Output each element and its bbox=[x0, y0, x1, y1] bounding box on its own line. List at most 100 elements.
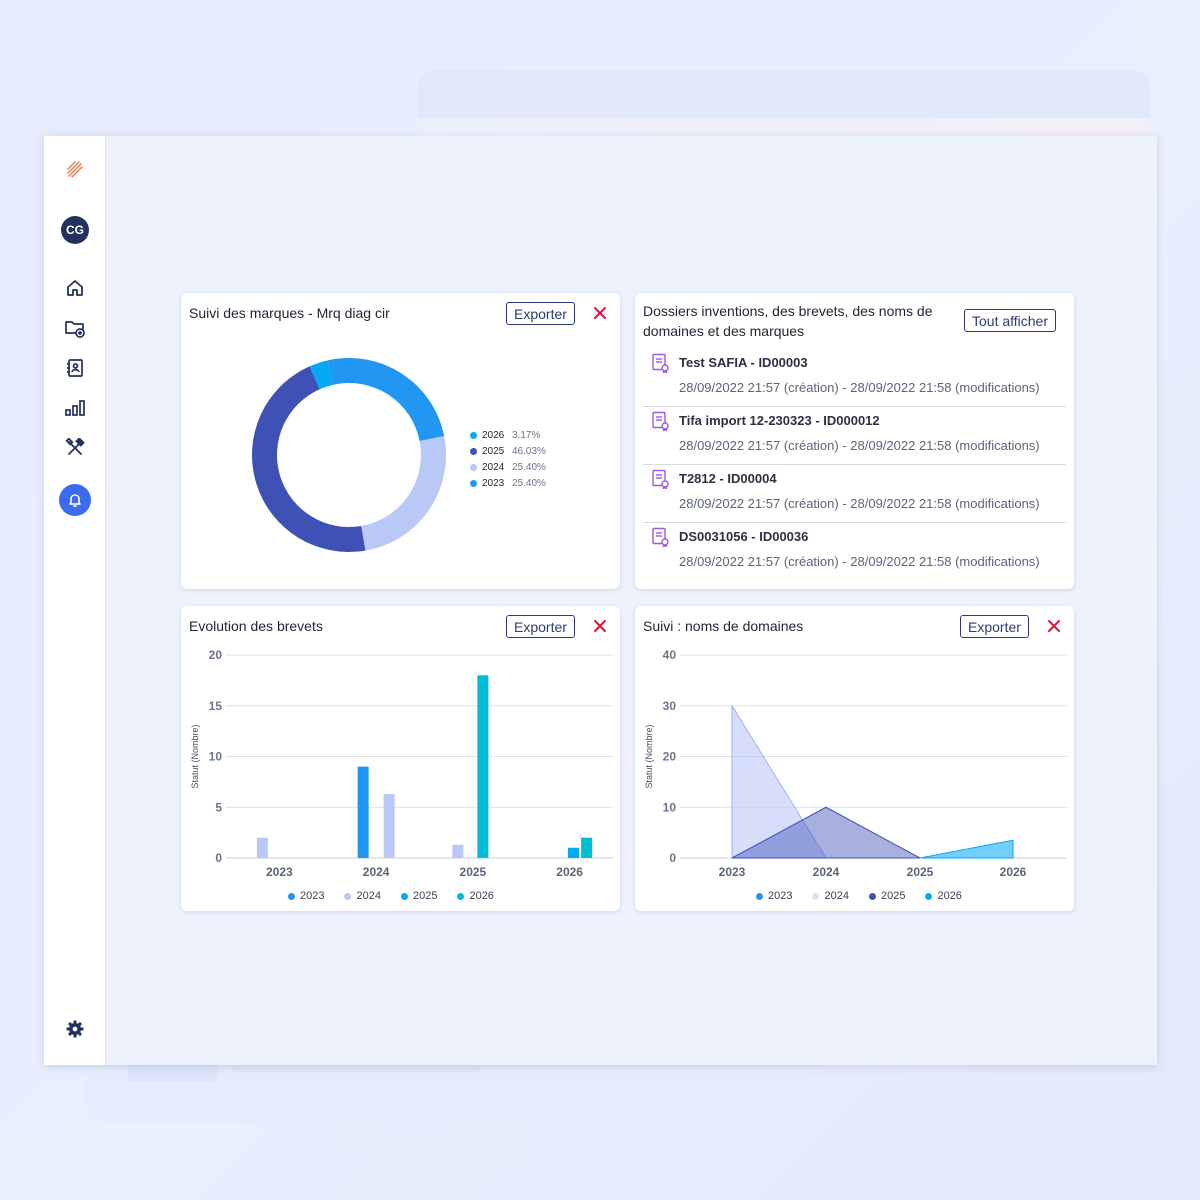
contacts-icon[interactable] bbox=[59, 352, 91, 384]
list-item[interactable]: Tifa import 12-230323 - ID000012 28/09/2… bbox=[643, 407, 1066, 465]
legend-pct: 25.40% bbox=[512, 477, 546, 489]
document-icon bbox=[652, 353, 669, 373]
y-tick-label: 10 bbox=[209, 750, 223, 764]
legend-dot bbox=[925, 892, 933, 900]
card-domaines: Suivi : noms de domaines Exporter 0 10 20 3… bbox=[635, 606, 1074, 911]
legend-item-2025: 2025 bbox=[400, 890, 438, 902]
dossier-name: DS0031056 - ID00036 bbox=[679, 529, 809, 544]
avatar[interactable]: CG bbox=[61, 216, 89, 244]
x-tick-label: 2024 bbox=[813, 865, 840, 879]
legend-item-2023: 2023 25.40% bbox=[470, 475, 546, 491]
legend-item-2024: 2024 25.40% bbox=[470, 459, 546, 475]
legend-year: 2026 bbox=[482, 429, 505, 441]
bar-2024-2023 bbox=[256, 837, 268, 858]
export-button[interactable]: Exporter bbox=[960, 615, 1029, 638]
legend-dot bbox=[470, 447, 477, 455]
bar-2023-2024 bbox=[357, 766, 369, 858]
x-tick-label: 2023 bbox=[266, 865, 293, 879]
card-title: Evolution des brevets bbox=[189, 618, 323, 634]
legend-dot bbox=[400, 892, 408, 900]
legend-item-2025: 2025 bbox=[868, 890, 906, 902]
legend-label: 2023 bbox=[768, 890, 793, 902]
legend-pct: 46.03% bbox=[512, 445, 546, 457]
list-item[interactable]: T2812 - ID00004 28/09/2022 21:57 (créati… bbox=[643, 465, 1066, 523]
show-all-button[interactable]: Tout afficher bbox=[964, 309, 1057, 332]
dossier-date: 28/09/2022 21:57 (création) - 28/09/2022… bbox=[679, 554, 1040, 569]
donut-legend: 2026 3.17% 2025 46.03% 2024 25.40% 2023 … bbox=[470, 427, 546, 491]
area-2026 bbox=[919, 839, 1014, 859]
export-button[interactable]: Exporter bbox=[506, 302, 575, 325]
legend-item-2025: 2025 46.03% bbox=[470, 443, 546, 459]
y-tick-label: 10 bbox=[663, 800, 677, 814]
legend-pct: 25.40% bbox=[512, 461, 546, 473]
x-tick-label: 2026 bbox=[1000, 865, 1027, 879]
dossier-date: 28/09/2022 21:57 (création) - 28/09/2022… bbox=[679, 380, 1040, 395]
document-icon bbox=[652, 527, 669, 547]
donut-chart bbox=[251, 358, 446, 552]
folder-add-icon[interactable] bbox=[59, 312, 91, 344]
legend-dot bbox=[470, 431, 477, 439]
card-marques: Suivi des marques - Mrq diag cir Exporte… bbox=[181, 293, 620, 589]
legend-year: 2023 bbox=[482, 477, 505, 489]
legend-item-2026: 2026 bbox=[925, 890, 962, 902]
dossier-name: Test SAFIA - ID00003 bbox=[679, 355, 808, 370]
legend-item-2026: 2026 3.17% bbox=[470, 427, 546, 443]
legend-label: 2026 bbox=[937, 890, 962, 902]
bar-chart-icon[interactable] bbox=[59, 392, 91, 424]
bar-chart: 0 5 10 15 20 Statut (Nombre) 2023 2024 2025 2026 bbox=[190, 648, 613, 879]
bell-icon[interactable] bbox=[59, 484, 91, 516]
card-dossiers: Dossiers inventions, des brevets, des no… bbox=[635, 293, 1074, 589]
bar-2025-2026 bbox=[568, 847, 580, 858]
legend-item-2023: 2023 bbox=[756, 890, 792, 902]
gear-icon[interactable] bbox=[59, 1013, 91, 1045]
legend-dot bbox=[756, 892, 763, 900]
legend-dot bbox=[457, 892, 465, 900]
legend-label: 2023 bbox=[300, 890, 325, 902]
y-axis-label: Statut (Nombre) bbox=[644, 724, 654, 788]
donut-slice-2024 bbox=[361, 436, 446, 551]
y-tick-label: 20 bbox=[209, 648, 223, 662]
card-title: Suivi des marques - Mrq diag cir bbox=[189, 305, 390, 321]
donut-slice-2023 bbox=[327, 358, 445, 442]
legend-label: 2026 bbox=[469, 890, 494, 902]
document-icon bbox=[652, 469, 669, 489]
background-pill bbox=[128, 1060, 218, 1082]
legend-year: 2025 bbox=[482, 445, 505, 457]
donut-slice-2025 bbox=[251, 366, 366, 552]
legend-item-2023: 2023 bbox=[288, 890, 324, 902]
close-icon[interactable] bbox=[1044, 616, 1064, 636]
export-button[interactable]: Exporter bbox=[506, 615, 575, 638]
document-icon bbox=[652, 411, 669, 431]
y-tick-label: 20 bbox=[663, 750, 677, 764]
legend-label: 2024 bbox=[824, 890, 849, 902]
dossier-date: 28/09/2022 21:57 (création) - 28/09/2022… bbox=[679, 496, 1040, 511]
donut-slice-2026 bbox=[309, 360, 334, 390]
app-window: CG bbox=[44, 136, 1157, 1065]
logo-icon[interactable] bbox=[59, 154, 91, 186]
dossier-date: 28/09/2022 21:57 (création) - 28/09/2022… bbox=[679, 438, 1040, 453]
sidebar: CG bbox=[44, 136, 106, 1065]
x-tick-label: 2024 bbox=[363, 865, 390, 879]
list-item[interactable]: DS0031056 - ID00036 28/09/2022 21:57 (cr… bbox=[643, 523, 1066, 581]
background-bar bbox=[232, 1064, 480, 1072]
bar-2024-2025 bbox=[452, 844, 464, 858]
close-icon[interactable] bbox=[590, 616, 610, 636]
tools-icon[interactable] bbox=[59, 432, 91, 464]
legend-year: 2024 bbox=[482, 461, 505, 473]
y-tick-label: 40 bbox=[663, 648, 677, 662]
y-tick-label: 0 bbox=[669, 851, 676, 865]
bar-2024-2024 bbox=[383, 794, 395, 858]
dossier-name: Tifa import 12-230323 - ID000012 bbox=[679, 413, 880, 428]
y-axis-label: Statut (Nombre) bbox=[190, 724, 200, 788]
legend-label: 2025 bbox=[880, 890, 906, 902]
y-tick-label: 15 bbox=[209, 699, 223, 713]
legend-label: 2024 bbox=[356, 890, 381, 902]
home-icon[interactable] bbox=[59, 272, 91, 304]
legend-label: 2025 bbox=[412, 890, 438, 902]
close-icon[interactable] bbox=[590, 303, 610, 323]
legend-item-2024: 2024 bbox=[344, 890, 381, 902]
y-tick-label: 5 bbox=[215, 800, 222, 814]
legend-pct: 3.17% bbox=[512, 429, 541, 441]
list-item[interactable]: Test SAFIA - ID00003 28/09/2022 21:57 (c… bbox=[643, 349, 1066, 407]
bar-legend: 2023 2024 2025 2026 bbox=[288, 890, 514, 902]
